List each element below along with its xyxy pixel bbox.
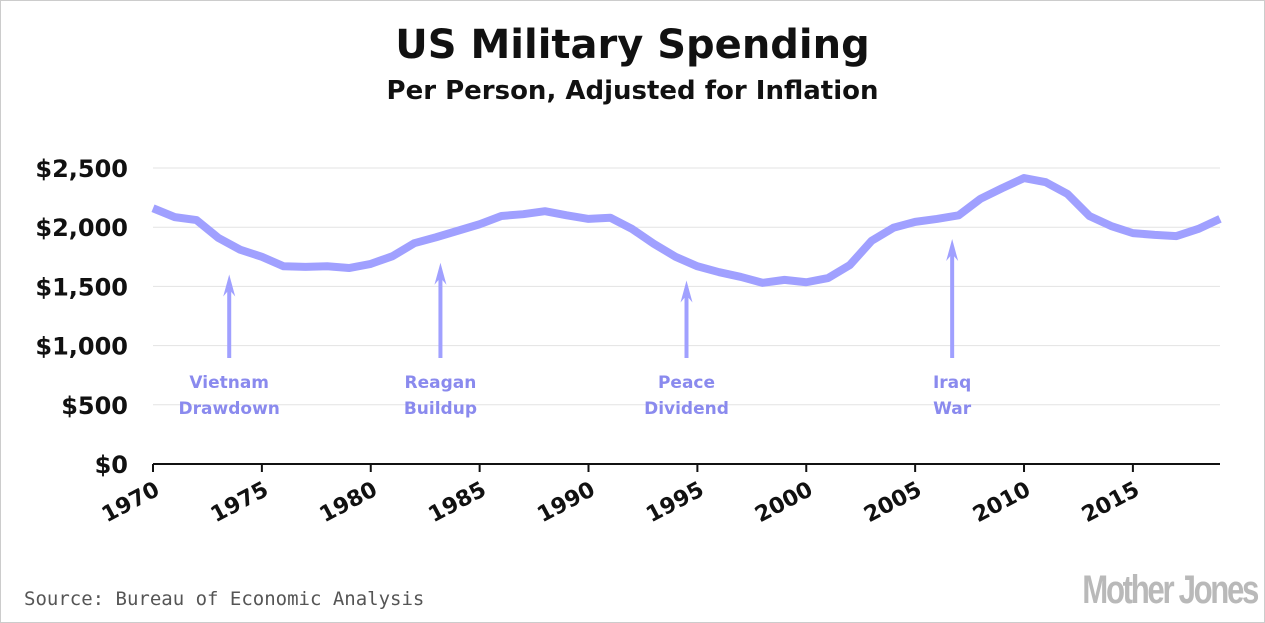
annotation-label: Buildup bbox=[404, 399, 477, 419]
chart-title: US Military Spending bbox=[395, 22, 870, 68]
chart-subtitle: Per Person, Adjusted for Inflation bbox=[386, 76, 879, 106]
annotation-label: Peace bbox=[658, 373, 715, 393]
annotation-label: Dividend bbox=[644, 399, 729, 419]
annotation-label: Iraq bbox=[933, 373, 971, 393]
x-tick-label: 1990 bbox=[534, 477, 600, 528]
y-tick-label: $0 bbox=[95, 451, 128, 479]
y-tick-label: $2,500 bbox=[35, 155, 128, 183]
mother-jones-logo: Mother Jones bbox=[1082, 568, 1259, 612]
annotation-label: Drawdown bbox=[179, 399, 280, 419]
x-tick-label: 1995 bbox=[642, 477, 708, 528]
y-tick-label: $500 bbox=[61, 392, 128, 420]
arrowhead-icon bbox=[434, 262, 447, 285]
spending-line bbox=[151, 174, 1222, 287]
y-tick-label: $1,500 bbox=[35, 273, 128, 301]
arrowhead-icon bbox=[680, 280, 693, 303]
x-tick-label: 1975 bbox=[207, 477, 273, 528]
annotation-label: Vietnam bbox=[189, 373, 269, 393]
x-tick-label: 2010 bbox=[969, 477, 1035, 528]
x-tick-label: 2005 bbox=[860, 477, 926, 528]
x-tick-label: 2015 bbox=[1078, 477, 1144, 528]
arrowhead-icon bbox=[223, 274, 236, 297]
arrowhead-icon bbox=[946, 239, 959, 262]
annotation-label: War bbox=[933, 399, 972, 419]
source-note: Source: Bureau of Economic Analysis bbox=[24, 588, 425, 610]
x-tick-label: 1970 bbox=[98, 477, 164, 528]
y-tick-label: $2,000 bbox=[35, 214, 128, 242]
x-tick-label: 1985 bbox=[425, 477, 491, 528]
y-tick-label: $1,000 bbox=[35, 333, 128, 361]
x-tick-label: 2000 bbox=[751, 477, 817, 528]
annotation-label: Reagan bbox=[405, 373, 477, 393]
x-tick-label: 1980 bbox=[316, 477, 382, 528]
